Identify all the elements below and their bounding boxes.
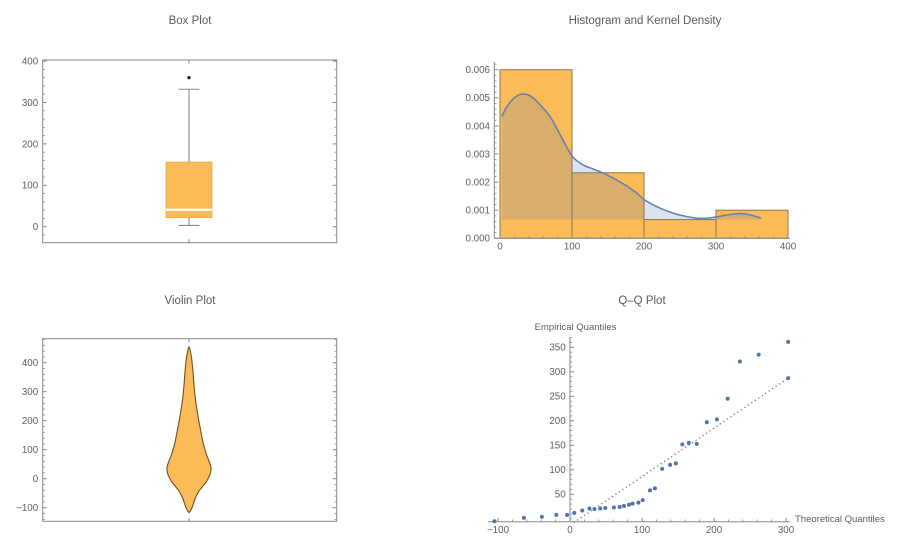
histogram-group: 0.000 0.001 0.002 0.003 0.004 0.005 0.006 0 100 2… (465, 62, 797, 252)
y-tick-label: 200 (549, 416, 566, 427)
qq-point (580, 508, 585, 513)
qq-point (640, 498, 645, 503)
qq-point (786, 376, 791, 381)
qq-point (598, 506, 603, 511)
qq-point (636, 500, 641, 505)
qq-point (737, 359, 742, 364)
qq-point (492, 519, 497, 524)
histogram-title: Histogram and Kernel Density (568, 15, 722, 27)
y-tick-label: 150 (549, 441, 566, 452)
qq-point (630, 501, 635, 506)
qq-point (627, 502, 632, 507)
x-tick-label: 400 (780, 241, 797, 252)
histogram-bar (643, 219, 717, 239)
y-tick-label: 0.006 (465, 65, 490, 76)
y-tick-label: 0.000 (465, 234, 490, 245)
y-tick-label: 0.002 (465, 178, 490, 189)
qq-point (786, 339, 791, 344)
x-tick-label: 0 (567, 525, 573, 536)
plot-frame (42, 338, 338, 522)
y-tick-label: 300 (22, 387, 39, 398)
qq-plot-title: Q–Q Plot (618, 295, 666, 307)
qq-point (660, 466, 665, 471)
qq-point (622, 504, 626, 509)
qq-point (554, 512, 559, 517)
x-tick-label: −100 (487, 525, 510, 536)
y-tick-label: 400 (22, 358, 39, 369)
x-tick-label: 100 (564, 241, 581, 252)
qq-point (521, 515, 526, 520)
qq-point (539, 514, 544, 519)
qq-point (694, 441, 699, 446)
y-tick-label: 250 (549, 392, 566, 403)
y-tick-label: 200 (22, 416, 39, 427)
qq-point (565, 512, 570, 517)
y-tick-label: 100 (22, 445, 39, 456)
kde-fill-area (502, 94, 761, 220)
box-plot-figure: 0 100 200 300 400 (22, 57, 338, 244)
histogram-bar (499, 69, 573, 239)
violin-shape (166, 346, 212, 514)
panel-qq-plot: Q–Q Plot Empirical Quantiles Theoretical… (449, 273, 899, 546)
y-tick-label: 0.003 (465, 149, 490, 160)
qq-x-axis-label: Theoretical Quantiles (795, 514, 885, 525)
y-tick-label: 100 (549, 465, 566, 476)
box-plot-group: 0 100 200 300 400 (22, 57, 338, 244)
x-tick-label: 300 (778, 525, 795, 536)
x-tick-label: 0 (497, 241, 503, 252)
qq-point (647, 488, 652, 493)
y-tick-label: 50 (555, 490, 566, 501)
qq-point (572, 510, 577, 515)
qq-point (680, 442, 685, 447)
qq-point (617, 505, 622, 510)
kde-curve (501, 93, 762, 220)
box-plot-title: Box Plot (168, 15, 212, 27)
y-tick-label: −100 (16, 503, 39, 514)
outlier-point (187, 75, 191, 80)
qq-point (587, 506, 592, 511)
y-tick-label: 0.001 (465, 206, 490, 217)
y-tick-label: 350 (549, 343, 566, 354)
y-tick-label: 300 (22, 98, 39, 109)
qq-point (714, 417, 719, 422)
x-tick-label: 200 (706, 525, 723, 536)
histogram-bar (571, 172, 645, 239)
qq-plot-group: −100 0 100 200 300 50 100 150 200 250 300 350 (487, 337, 795, 536)
x-tick-label: 300 (708, 241, 725, 252)
panel-violin-plot: Violin Plot −100 0 100 200 300 400 (0, 273, 449, 546)
qq-point (652, 486, 657, 491)
histogram-figure: 0.000 0.001 0.002 0.003 0.004 0.005 0.006 0 100 2… (465, 62, 797, 252)
qq-point (673, 461, 678, 466)
violin-plot-group: −100 0 100 200 300 400 (16, 338, 338, 522)
x-tick-label: 100 (634, 525, 651, 536)
y-tick-label: 0.004 (465, 121, 490, 132)
x-tick-label: 200 (636, 241, 653, 252)
qq-y-axis-label: Empirical Quantiles (534, 322, 617, 333)
violin-figure: −100 0 100 200 300 400 (16, 338, 338, 522)
qq-figure: −100 0 100 200 300 50 100 150 200 250 300 350 (487, 337, 795, 536)
qq-point (592, 507, 597, 511)
iqr-box (165, 161, 213, 218)
qq-point (704, 420, 709, 425)
y-tick-label: 300 (549, 367, 566, 378)
qq-point (756, 352, 761, 357)
y-tick-label: 0 (33, 474, 39, 485)
y-tick-label: 0 (33, 222, 39, 233)
qq-point (686, 440, 691, 445)
y-tick-label: 100 (22, 181, 39, 192)
qq-reference-line (573, 377, 789, 524)
qq-point (725, 396, 730, 401)
y-tick-label: 0.005 (465, 93, 490, 104)
plot-frame (42, 59, 338, 244)
violin-plot-title: Violin Plot (164, 295, 216, 307)
y-tick-label: 400 (22, 57, 39, 68)
panel-histogram-kde: Histogram and Kernel Density 0.000 0.001 0… (449, 0, 899, 273)
y-tick-label: 200 (22, 139, 39, 150)
qq-point (611, 505, 616, 510)
qq-point (668, 462, 673, 467)
panel-box-plot: Box Plot 0 100 200 300 400 (0, 0, 449, 273)
qq-point (603, 506, 608, 511)
